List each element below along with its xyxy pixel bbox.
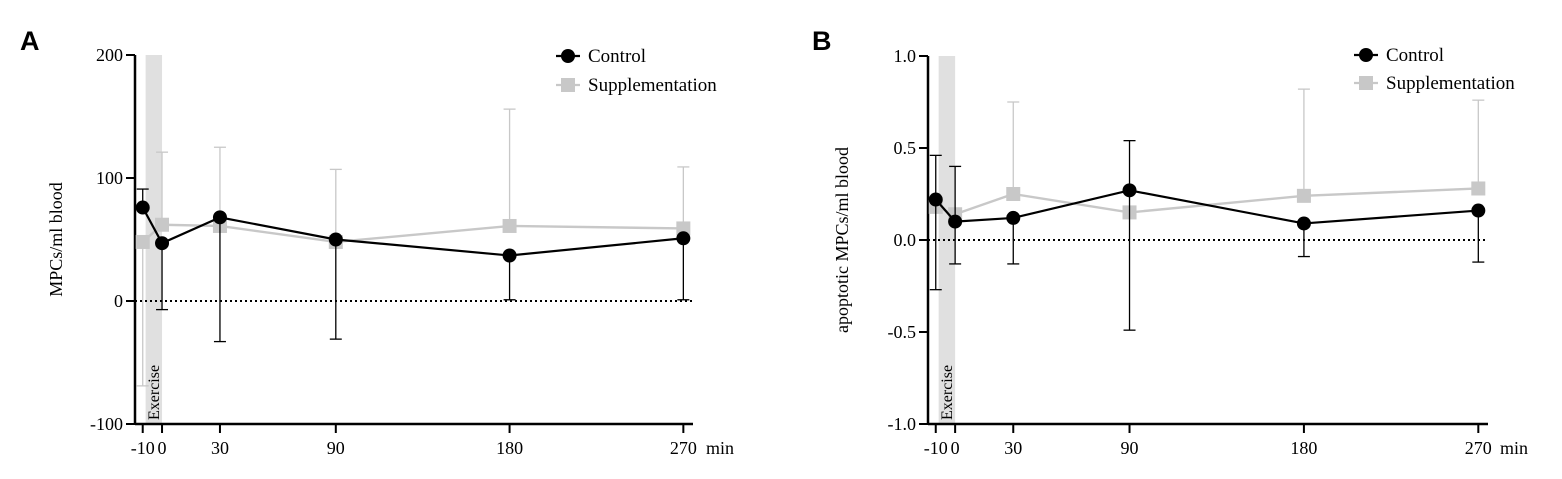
series-supplementation <box>928 88 1486 222</box>
data-point-control <box>212 210 227 225</box>
y-tick-label: 0.5 <box>894 138 917 158</box>
data-point-control <box>928 192 943 207</box>
data-point-supplementation <box>502 218 517 233</box>
x-tick-label: 0 <box>951 438 960 458</box>
x-axis-title: min <box>706 438 734 458</box>
data-point-control <box>1122 183 1137 198</box>
data-point-control <box>676 231 691 246</box>
legend-label: Supplementation <box>1386 73 1515 94</box>
x-tick-label: 90 <box>1121 438 1139 458</box>
legend-label: Supplementation <box>588 75 717 96</box>
x-axis-title: min <box>1500 438 1528 458</box>
y-tick-label: -0.5 <box>888 322 917 342</box>
data-point-supplementation <box>155 217 170 232</box>
data-point-control <box>135 200 150 215</box>
exercise-label: Exercise <box>146 365 163 420</box>
panel-letter: B <box>812 26 832 56</box>
data-point-control <box>1471 203 1486 218</box>
legend: Control Supplementation <box>1354 45 1515 94</box>
y-tick-label: 0 <box>114 291 123 311</box>
x-tick-label: -10 <box>924 438 948 458</box>
y-tick-label: 200 <box>96 45 123 65</box>
x-tick-label: 30 <box>1004 438 1022 458</box>
legend-marker-supplementation <box>1359 76 1373 90</box>
x-tick-label: 270 <box>670 438 697 458</box>
y-tick-label: 0.0 <box>894 230 917 250</box>
legend-label: Control <box>1386 45 1444 66</box>
x-tick-label: 30 <box>211 438 229 458</box>
legend-marker-control <box>561 49 575 63</box>
data-point-supplementation <box>135 234 150 249</box>
x-tick-label: 180 <box>1290 438 1317 458</box>
data-point-control <box>1296 216 1311 231</box>
data-point-control <box>502 248 517 263</box>
x-tick-label: 180 <box>496 438 523 458</box>
y-tick-label: -1.0 <box>888 414 917 434</box>
legend: Control Supplementation <box>556 46 717 96</box>
x-tick-label: 0 <box>158 438 167 458</box>
data-point-control <box>948 214 963 229</box>
y-tick-label: 1.0 <box>894 46 917 66</box>
y-axis-title: MPCs/ml blood <box>46 182 66 297</box>
y-tick-label: -100 <box>90 414 123 434</box>
x-tick-label: -10 <box>131 438 155 458</box>
data-point-supplementation <box>1296 188 1311 203</box>
exercise-label: Exercise <box>939 365 956 420</box>
data-point-control <box>1006 210 1021 225</box>
y-axis-title: apoptotic MPCs/ml blood <box>832 147 852 333</box>
panel-letter: A <box>20 26 40 56</box>
legend-marker-control <box>1359 48 1373 62</box>
x-tick-label: 90 <box>327 438 345 458</box>
series-control <box>135 188 691 343</box>
y-tick-label: 100 <box>96 168 123 188</box>
data-point-control <box>328 232 343 247</box>
exercise-band <box>145 55 163 424</box>
exercise-band <box>938 56 956 424</box>
data-point-control <box>155 236 170 251</box>
x-tick-label: 270 <box>1465 438 1492 458</box>
data-point-supplementation <box>1006 187 1021 201</box>
data-point-supplementation <box>1471 181 1486 196</box>
data-point-supplementation <box>676 221 691 236</box>
panel-b: B Exercise -1.0 -0.5 0.0 0.5 1.0 apoptotic MPCs… <box>812 26 1528 458</box>
series-control <box>928 139 1486 331</box>
legend-label: Control <box>588 46 646 67</box>
legend-marker-supplementation <box>561 78 575 92</box>
